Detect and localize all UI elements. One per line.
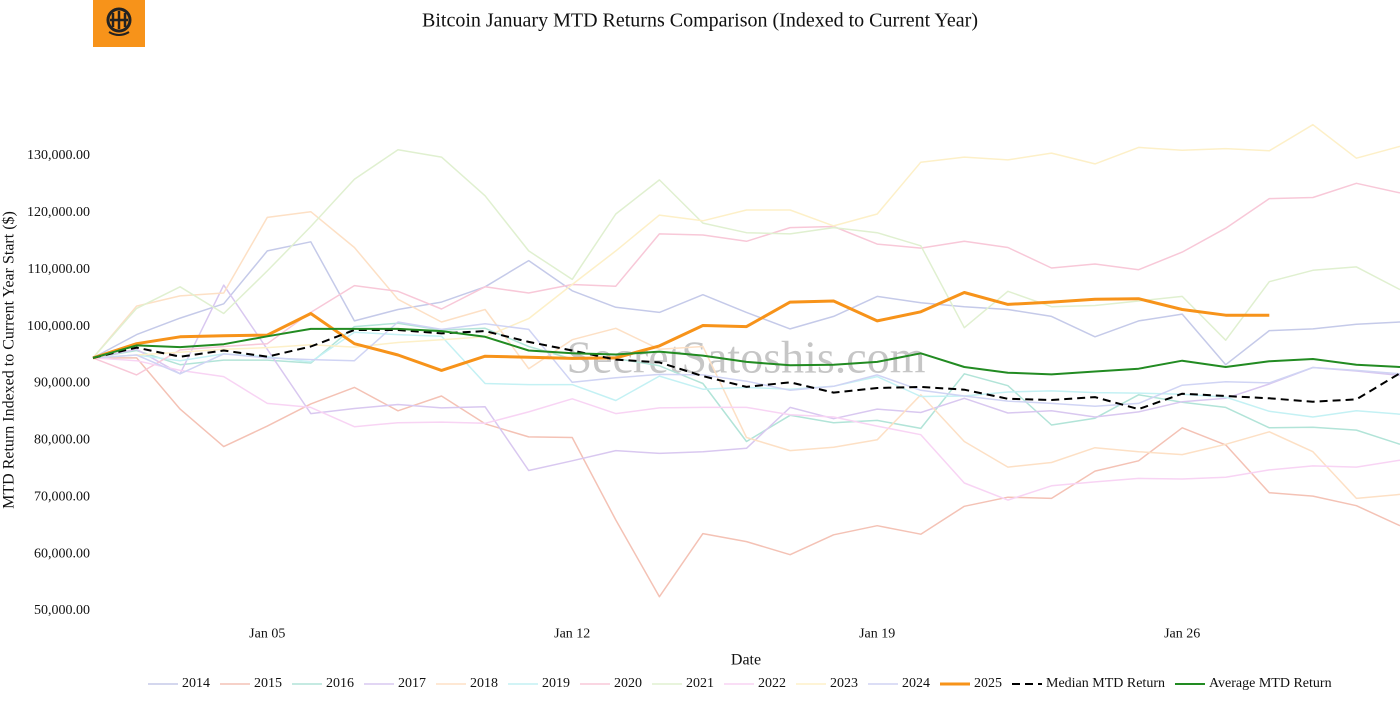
series-line: [92, 241, 1400, 366]
chart-title: Bitcoin January MTD Returns Comparison (…: [422, 10, 978, 32]
watermark: SecretSatoshis.com: [567, 332, 926, 383]
legend-label: 2014: [182, 676, 210, 691]
legend-label: 2020: [614, 676, 642, 691]
x-tick-label: Jan 19: [859, 627, 895, 642]
y-axis-label: MTD Return Indexed to Current Year Start…: [1, 211, 18, 509]
logo: [93, 0, 145, 47]
legend-label: 2024: [902, 676, 930, 691]
series-line: [92, 327, 1400, 376]
legend-label: 2025: [974, 676, 1002, 691]
series-line: [93, 357, 1400, 598]
x-tick-label: Jan 12: [554, 627, 590, 642]
y-tick-label: 130,000.00: [27, 148, 90, 163]
series-line: [92, 148, 1400, 359]
logo-icon: [106, 7, 132, 33]
y-tick-label: 120,000.00: [27, 205, 90, 220]
y-tick-label: 100,000.00: [27, 319, 90, 334]
legend-label: 2019: [542, 676, 570, 691]
series-line: [92, 291, 1270, 372]
series-line: [92, 321, 1400, 407]
legend-label: 2015: [254, 676, 282, 691]
series-line: [92, 284, 1400, 472]
y-tick-label: 50,000.00: [34, 603, 90, 618]
x-tick-label: Jan 26: [1164, 627, 1200, 642]
legend-label: 2018: [470, 676, 498, 691]
legend-label: Average MTD Return: [1209, 676, 1332, 691]
y-tick-label: 70,000.00: [34, 489, 90, 504]
legend-label: 2017: [398, 676, 426, 691]
logo-icon: [108, 31, 130, 36]
legend-label: 2021: [686, 676, 714, 691]
legend: 2014 2015 2016 2017 2018 2019 2020 2021 2022 2023…: [148, 676, 1332, 691]
x-tick-label: Jan 05: [249, 627, 285, 642]
series-line: [92, 357, 1400, 501]
legend-label: 2023: [830, 676, 858, 691]
logo-icon: [110, 11, 128, 29]
y-tick-label: 60,000.00: [34, 546, 90, 561]
y-tick-label: 90,000.00: [34, 376, 90, 391]
y-tick-label: 80,000.00: [34, 433, 90, 448]
legend-label: 2022: [758, 676, 786, 691]
plot-area: 50,000.00 60,000.00 70,000.00 80,000.00 90,0…: [27, 123, 1400, 642]
y-tick-label: 110,000.00: [28, 262, 90, 277]
x-axis-label: Date: [731, 652, 761, 669]
legend-label: Median MTD Return: [1046, 676, 1165, 691]
series-line: [92, 329, 1400, 411]
legend-label: 2016: [326, 676, 354, 691]
series-line: [92, 210, 1400, 500]
series-line: [92, 123, 1400, 359]
